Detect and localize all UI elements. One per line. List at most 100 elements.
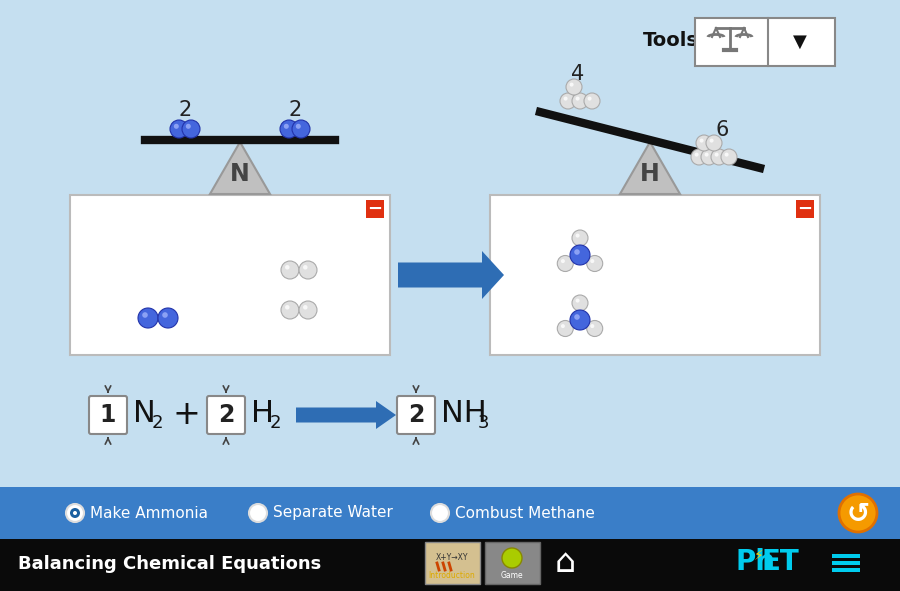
Text: H: H (640, 162, 660, 186)
Circle shape (566, 79, 582, 95)
Text: 2: 2 (288, 100, 302, 120)
Text: −: − (797, 200, 813, 218)
Circle shape (572, 295, 588, 311)
Circle shape (170, 120, 188, 138)
Text: 1: 1 (100, 403, 116, 427)
Circle shape (303, 265, 308, 269)
Bar (832, 561, 860, 565)
FancyBboxPatch shape (695, 18, 835, 66)
Circle shape (280, 120, 298, 138)
FancyArrow shape (296, 401, 396, 429)
Bar (70, 195, 390, 355)
Circle shape (561, 324, 565, 328)
Circle shape (73, 511, 77, 515)
Circle shape (285, 265, 290, 269)
Circle shape (576, 233, 580, 238)
Text: X+Y→XY: X+Y→XY (436, 554, 468, 563)
Circle shape (284, 124, 289, 129)
Text: Introduction: Introduction (428, 570, 475, 580)
Circle shape (70, 508, 80, 518)
Circle shape (576, 298, 580, 303)
FancyBboxPatch shape (425, 542, 480, 584)
Circle shape (570, 83, 573, 87)
FancyBboxPatch shape (207, 396, 245, 434)
Text: ET: ET (762, 548, 800, 576)
Circle shape (584, 93, 600, 109)
Circle shape (561, 259, 565, 263)
Text: 2: 2 (408, 403, 424, 427)
Text: Make Ammonia: Make Ammonia (90, 505, 208, 521)
Circle shape (560, 93, 576, 109)
Text: Combust Methane: Combust Methane (455, 505, 595, 521)
Circle shape (715, 152, 718, 157)
Circle shape (691, 149, 707, 165)
Text: −: − (367, 200, 382, 218)
Circle shape (721, 149, 737, 165)
Text: 2: 2 (178, 100, 192, 120)
Circle shape (711, 149, 727, 165)
Circle shape (292, 120, 310, 138)
Circle shape (590, 324, 594, 328)
Text: NH: NH (441, 400, 487, 428)
Circle shape (706, 135, 722, 151)
Circle shape (839, 494, 877, 532)
Text: 3: 3 (478, 414, 490, 432)
FancyBboxPatch shape (89, 396, 127, 434)
Circle shape (299, 301, 317, 319)
Text: ⌂: ⌂ (554, 547, 576, 580)
Text: Tools:: Tools: (643, 31, 707, 50)
Circle shape (281, 261, 299, 279)
Circle shape (285, 305, 290, 310)
Text: Ph: Ph (736, 548, 776, 576)
Circle shape (502, 548, 522, 568)
Circle shape (574, 314, 580, 320)
Circle shape (142, 312, 148, 318)
Circle shape (185, 124, 191, 129)
Circle shape (431, 504, 449, 522)
Text: 2: 2 (270, 414, 282, 432)
Circle shape (557, 255, 573, 271)
Circle shape (299, 261, 317, 279)
Circle shape (162, 312, 167, 318)
Circle shape (570, 245, 590, 265)
Circle shape (588, 96, 591, 100)
Circle shape (303, 305, 308, 310)
Text: 6: 6 (716, 120, 729, 140)
Circle shape (572, 230, 588, 246)
Circle shape (576, 96, 580, 100)
Circle shape (699, 139, 704, 142)
Circle shape (249, 504, 267, 522)
FancyBboxPatch shape (397, 396, 435, 434)
Text: 2: 2 (218, 403, 234, 427)
Bar (0, 539, 900, 591)
Circle shape (557, 320, 573, 336)
Circle shape (563, 96, 568, 100)
Circle shape (705, 152, 708, 157)
Text: N: N (133, 400, 156, 428)
Bar (832, 568, 860, 572)
Circle shape (572, 93, 588, 109)
Circle shape (724, 152, 729, 157)
Bar (0, 487, 900, 539)
FancyBboxPatch shape (366, 200, 384, 218)
Text: N: N (230, 162, 250, 186)
Circle shape (174, 124, 179, 129)
Circle shape (590, 259, 594, 263)
FancyBboxPatch shape (796, 200, 814, 218)
Text: 2: 2 (152, 414, 164, 432)
Text: +: + (172, 398, 200, 431)
Circle shape (587, 320, 603, 336)
Text: 4: 4 (572, 64, 585, 84)
Circle shape (574, 249, 580, 255)
Bar (832, 554, 860, 558)
Text: ↺: ↺ (846, 500, 869, 528)
Circle shape (696, 135, 712, 151)
Circle shape (709, 139, 714, 142)
Text: Game: Game (500, 570, 523, 580)
Text: ▼: ▼ (793, 33, 807, 51)
Circle shape (587, 255, 603, 271)
Circle shape (66, 504, 84, 522)
FancyBboxPatch shape (485, 542, 540, 584)
Polygon shape (620, 142, 680, 194)
Circle shape (281, 301, 299, 319)
